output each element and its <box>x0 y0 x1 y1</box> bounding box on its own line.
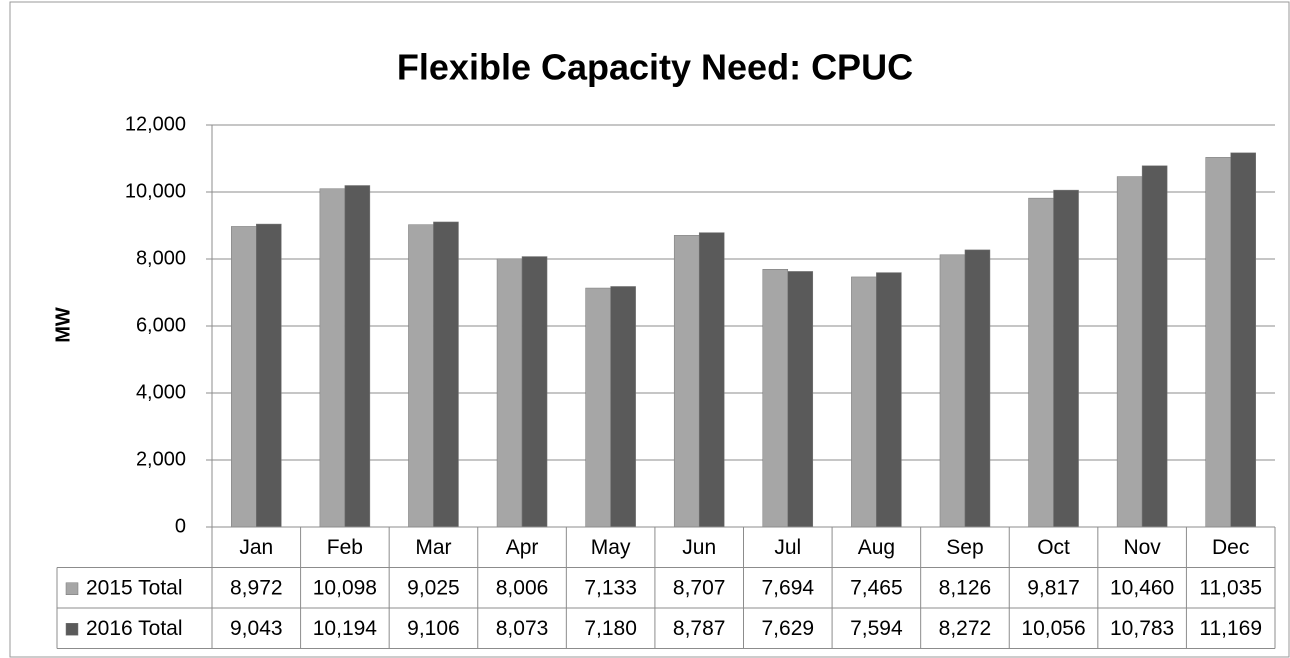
bar <box>231 226 257 528</box>
bar <box>1141 165 1168 528</box>
bar <box>787 271 814 528</box>
bar <box>1116 176 1143 528</box>
x-tick-label: May <box>591 536 631 559</box>
table-value: 7,133 <box>584 576 637 599</box>
table-value: 8,787 <box>673 617 726 640</box>
table-value: 8,126 <box>939 576 992 599</box>
table-value: 11,035 <box>1199 576 1262 599</box>
bar <box>521 256 548 528</box>
bar <box>762 269 789 528</box>
y-tick-label: 4,000 <box>136 381 186 403</box>
bar <box>939 254 966 528</box>
table-value: 7,629 <box>762 617 815 640</box>
bar <box>1205 157 1231 528</box>
y-tick-label: 6,000 <box>136 314 186 336</box>
table-value: 10,056 <box>1021 617 1085 640</box>
y-tick-label: 2,000 <box>136 448 186 470</box>
legend-swatch <box>65 582 79 595</box>
x-tick-label: Sep <box>946 536 983 559</box>
x-tick-label: Nov <box>1123 536 1161 559</box>
chart-title: Flexible Capacity Need: CPUC <box>397 47 913 88</box>
table-value: 11,169 <box>1199 617 1262 640</box>
bar <box>433 221 459 528</box>
bar <box>1230 152 1256 528</box>
x-tick-label: Feb <box>327 536 363 559</box>
table-value: 8,972 <box>230 576 283 599</box>
table-value: 7,594 <box>850 617 903 640</box>
x-tick-label: Aug <box>858 536 895 559</box>
table-value: 10,194 <box>313 617 378 640</box>
y-axis-title: MW <box>52 307 74 343</box>
bar <box>408 224 434 528</box>
legend-swatch <box>65 623 79 636</box>
bar <box>673 235 700 528</box>
y-tick-label: 8,000 <box>136 247 186 269</box>
bar <box>851 276 877 528</box>
x-tick-label: Apr <box>506 536 539 559</box>
x-tick-label: Mar <box>415 536 451 559</box>
legend-label: 2016 Total <box>86 617 183 640</box>
table-value: 7,465 <box>850 576 903 599</box>
table-value: 9,106 <box>407 617 460 640</box>
table-value: 10,460 <box>1110 576 1174 599</box>
x-tick-label: Jul <box>774 536 801 559</box>
table-value: 8,272 <box>939 617 992 640</box>
table-value: 9,025 <box>407 576 460 599</box>
bar <box>585 287 611 528</box>
x-tick-label: Oct <box>1037 536 1070 559</box>
bar <box>256 223 282 528</box>
y-tick-label: 0 <box>175 515 186 537</box>
y-tick-label: 10,000 <box>125 180 186 202</box>
table-value: 9,817 <box>1027 576 1080 599</box>
table-value: 7,694 <box>762 576 815 599</box>
y-tick-label: 12,000 <box>125 113 186 135</box>
legend-label: 2015 Total <box>86 576 183 599</box>
table-value: 8,707 <box>673 576 726 599</box>
x-tick-label: Dec <box>1212 536 1249 559</box>
x-tick-label: Jun <box>682 536 716 559</box>
bar <box>1053 189 1079 528</box>
table-value: 9,043 <box>230 617 283 640</box>
table-value: 10,783 <box>1110 617 1174 640</box>
bar <box>876 272 902 528</box>
table-value: 8,006 <box>496 576 549 599</box>
bar <box>344 185 371 528</box>
table-value: 8,073 <box>496 617 549 640</box>
bar <box>319 188 346 528</box>
bar <box>1028 197 1054 528</box>
table-value: 10,098 <box>313 576 377 599</box>
table-value: 7,180 <box>584 617 637 640</box>
x-tick-label: Jan <box>239 536 273 559</box>
bar <box>964 249 991 528</box>
chart-border <box>9 1 1290 658</box>
bar <box>698 232 725 528</box>
bar <box>496 258 523 528</box>
bar <box>610 286 636 528</box>
